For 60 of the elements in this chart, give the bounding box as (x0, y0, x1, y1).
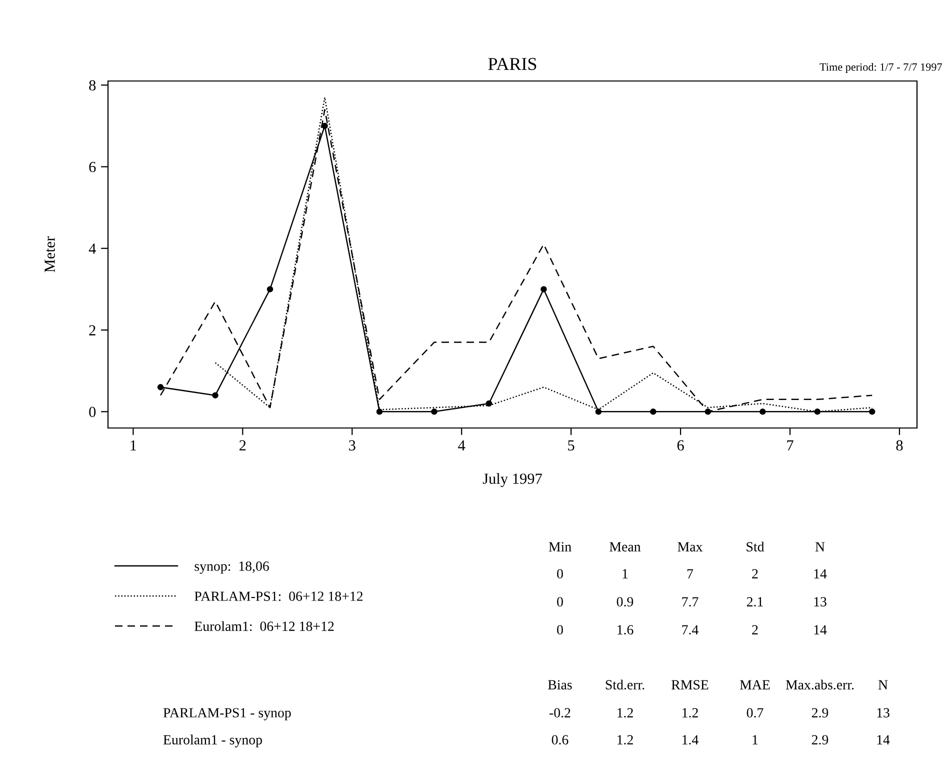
text: 0 (557, 625, 563, 634)
text: 2.1 (746, 597, 763, 607)
x-tick-label: 3 (349, 440, 356, 451)
text: 14 (814, 625, 827, 634)
text: Mean (610, 542, 641, 552)
legend-label: Eurolam1: 06+12 18+12 (194, 621, 334, 632)
text: 2.9 (812, 735, 828, 745)
text: 1.2 (618, 735, 633, 745)
text: Min (548, 542, 572, 552)
text: 0.6 (552, 735, 568, 745)
x-tick-label: 6 (677, 440, 684, 451)
text: 14 (814, 569, 827, 578)
text: 1.2 (618, 708, 633, 718)
text: Max.abs.err. (786, 680, 854, 690)
x-tick-label: 8 (896, 440, 903, 451)
text: Time period: 1/7 - 7/7 1997 (820, 62, 942, 74)
text: PARLAM-PS1 - synop (163, 708, 291, 720)
text: 0 (557, 569, 563, 578)
y-tick-label: 0 (89, 406, 96, 418)
text: 7 (687, 569, 694, 578)
text: Std.err. (606, 680, 644, 690)
text: 13 (814, 597, 826, 606)
chart-title: PARIS (488, 58, 536, 70)
text: 1.6 (618, 625, 634, 635)
y-tick-label: 2 (89, 325, 96, 336)
text: 0.9 (616, 597, 634, 607)
text: 14 (877, 735, 890, 744)
x-tick-label: 2 (240, 440, 246, 450)
text: Bias (548, 680, 572, 690)
text: 7.4 (682, 625, 698, 635)
text: 0.7 (746, 708, 764, 718)
text: N (815, 542, 825, 552)
text: 1 (752, 735, 758, 744)
text: 13 (877, 708, 890, 718)
y-tick-label: 6 (89, 162, 96, 172)
text: 1.2 (682, 708, 698, 718)
text: Std (746, 542, 764, 552)
text: 1.4 (682, 735, 698, 745)
text: Max (678, 542, 703, 552)
x-tick-label: 7 (787, 440, 794, 450)
text: 2 (752, 625, 758, 634)
text: RMSE (671, 680, 708, 690)
x-axis-title: July 1997 (482, 473, 542, 488)
text: N (878, 680, 888, 690)
x-tick-label: 1 (130, 440, 136, 450)
x-tick-label: 4 (458, 440, 466, 450)
text: -0.2 (550, 708, 570, 718)
text: 7.7 (682, 597, 698, 607)
text: Eurolam1 - synop (163, 734, 262, 748)
text: 1 (622, 569, 628, 578)
y-tick-label: 8 (89, 80, 96, 91)
y-axis-title: Meter (44, 236, 55, 272)
text: MAE (740, 680, 770, 690)
text: 2.9 (812, 708, 828, 718)
text: 0 (557, 597, 563, 606)
x-tick-label: 5 (568, 440, 574, 451)
legend-label: synop: 18,06 (194, 561, 269, 574)
y-tick-label: 4 (88, 244, 96, 254)
legend-label: PARLAM-PS1: 06+12 18+12 (194, 592, 363, 601)
text: 2 (752, 569, 758, 578)
